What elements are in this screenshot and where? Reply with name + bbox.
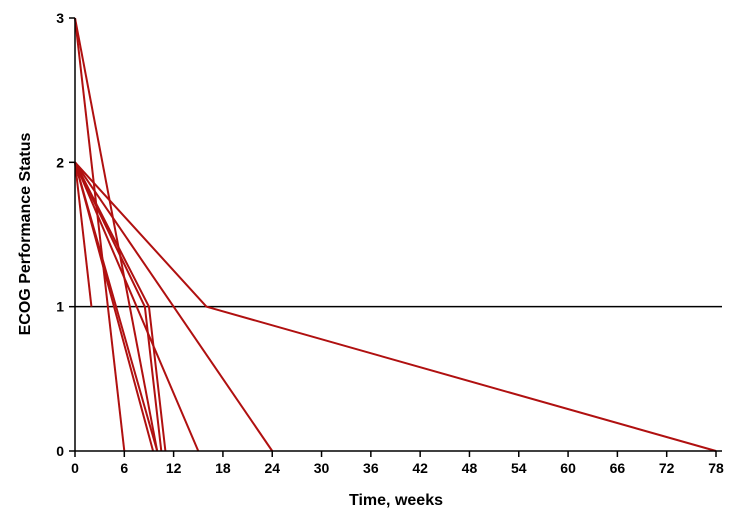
x-tick-label: 24 [264,460,280,476]
x-tick-label: 54 [511,460,527,476]
x-tick-label: 48 [462,460,478,476]
series-line-10 [74,161,717,452]
x-tick-label: 36 [363,460,379,476]
x-tick-label: 6 [120,460,128,476]
x-tick-label: 0 [71,460,79,476]
series-line-7 [74,161,167,452]
x-axis-label: Time, weeks [349,492,443,509]
series-line-5 [74,162,159,452]
x-tick-label: 60 [560,460,576,476]
x-tick-label: 78 [708,460,724,476]
series-line-9 [74,161,274,452]
x-tick-label: 42 [412,460,428,476]
y-tick-label: 2 [56,154,64,170]
x-tick-label: 66 [610,460,626,476]
y-tick-label: 0 [56,443,64,459]
x-tick-label: 18 [215,460,231,476]
y-tick-label: 3 [56,10,64,26]
series-line-6 [74,161,163,452]
series-line-1 [74,17,126,452]
series-line-8 [74,161,200,452]
x-tick-label: 72 [659,460,675,476]
x-tick-label: 12 [166,460,182,476]
y-tick-label: 1 [56,299,64,315]
x-tick-label: 30 [314,460,330,476]
y-axis-label: ECOG Performance Status [17,133,34,336]
series-line-3 [74,162,93,307]
series-layer [74,17,717,452]
series-line-2 [74,17,159,452]
